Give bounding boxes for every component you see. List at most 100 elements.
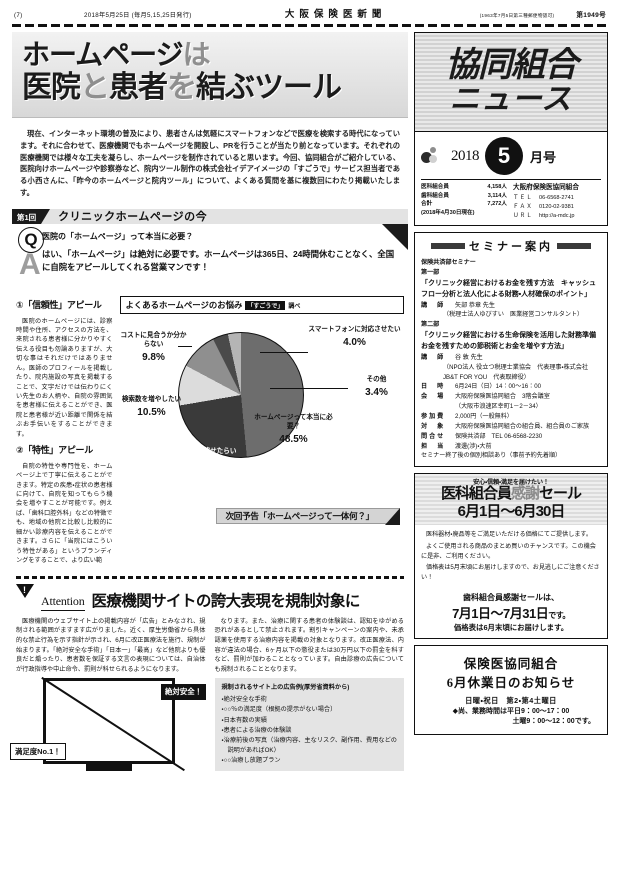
appeal1-body: 医院のホームページには、診察時間や住所、アクセスの方法を、来院される患者様に分か… — [16, 317, 113, 438]
seminar-footnote: セミナー終了後の個別相談あり（事前予約先着順） — [421, 452, 562, 460]
issue-serial-number: 第1949号 — [576, 12, 606, 19]
chart-source-tail: 調べ — [288, 303, 301, 310]
pie-label-necessary-text: ホームページって本当に必要？ — [254, 413, 333, 430]
membership-label: 歯科組合員 — [421, 192, 449, 199]
seminar-panel-header: セミナー案内 — [421, 238, 601, 254]
holiday-hours-weekday: ◆尚、業務時間は平日9：00～17：00 — [452, 707, 570, 715]
seminar-detail-row: 対 象 大阪府保険医協同組合の組合員、組合員のご家族 — [421, 422, 601, 432]
badge-satisfaction-no1: 満足度No.1！ — [10, 742, 66, 761]
sale-banner: 安心・信頼・満足を届けたい！ 医科組合員感謝セール 6月1日～6月30日 — [415, 474, 607, 525]
issue-date-row: 2018 5 月号 — [421, 137, 601, 175]
next-issue-arrow-icon — [385, 507, 400, 525]
seminar-detail-value: 2,000円（一般無料） — [455, 412, 513, 420]
sale-dental-period: 7月1日～7月31日 — [452, 605, 549, 621]
pie-label-necessary-value: 48.5% — [279, 433, 308, 445]
seminar-detail-value: （大阪市浪速区幸町1－2－34） — [455, 403, 542, 411]
fax-label: ＦＡＸ — [513, 203, 533, 210]
sale-dental-note: 価格表は6月末頃にお届けします。 — [453, 622, 569, 632]
seminar-detail-rows: 日 時 6月24日（日）14：00～16：00 会 場 大阪府保険医協同組合 3階会議… — [421, 382, 601, 451]
seminar-part2-speaker-note: （NPO法人 役立つ税理士業協会 代表理事・株式会社JB&T FOR YOU 代… — [443, 363, 588, 381]
seminar-detail-key — [421, 402, 455, 412]
regulated-ad-item: ・絶対安全な手術 — [221, 696, 267, 704]
article-lead-paragraph: 現在、インターネット環境の普及により、患者さんは気軽にスマートフォンなどで医療を… — [20, 129, 400, 198]
seminar-panel: セミナー案内 保険共済部セミナー 第一部 「クリニック経営におけるお金を残す方法… — [414, 232, 608, 468]
membership-label: 合計 — [421, 201, 433, 208]
article-headline: ホームページは 医院と患者を結ぶツール — [12, 32, 408, 118]
sale-body-1: 医科器材・廃品等をご満足いただける価格にてご提供します。 — [426, 531, 592, 538]
url-label: ＵＲＬ — [513, 212, 533, 219]
next-issue-banner: 次回予告「ホームページって一体何？」 — [216, 507, 400, 525]
holiday-org: 保険医協同組合 — [463, 656, 559, 671]
sale-title-part3: セール — [539, 485, 582, 503]
seminar-detail-value: 保険共済部 TEL 06-6568-2230 — [455, 432, 543, 440]
seminar-detail-key: 担 当 — [421, 442, 446, 450]
org-mark-icon — [421, 147, 447, 165]
regulated-ad-item: ・○○％の満足度（根拠の提示がない場合） — [221, 706, 337, 714]
chart-source-tag: 「すごうで」 — [245, 300, 286, 310]
headline-line2-part4: を — [167, 71, 197, 104]
seminar-part2-title: 「クリニック経営における生命保険を活用した財務準備 お金を残すための節税術とお金… — [421, 332, 603, 351]
pie-label-search: 検索数を増やしたい 10.5% — [116, 396, 186, 419]
regulated-ad-item: ・患者による治療の体験談 — [221, 726, 292, 734]
holiday-hours-saturday: 土曜9：00～12：00です。 — [512, 717, 595, 725]
answer-mark-icon: A — [19, 247, 41, 281]
next-issue-label: 次回予告「ホームページって一体何？」 — [225, 510, 374, 521]
headline-line2-part3: 患者 — [109, 71, 168, 104]
attention-text-2: なります。また、治療に関する患者の体験談は、認知をゆがめる恐れがあるとして禁止さ… — [214, 617, 405, 673]
membership-row: 歯科組合員 3,114人 — [421, 192, 507, 201]
seminar-detail-row: （大阪市浪速区幸町1－2－34） — [421, 402, 601, 412]
attention-col-2: なります。また、治療に関する患者の体験談は、認知をゆがめる恐れがあるとして禁止さ… — [214, 617, 405, 771]
section-episode-tag: 第1回 — [12, 208, 42, 224]
pie-leader-line-3 — [178, 345, 193, 347]
pie-label-other-text: その他 — [366, 375, 387, 383]
regulated-ad-item: ・○○治療し放題プラン — [221, 756, 281, 764]
seminar-header-bar-left — [431, 243, 465, 250]
seminar-part1-speaker-label: 講 師 — [421, 301, 446, 309]
sale-title-part2: 感謝 — [510, 485, 540, 503]
sale-title-part1: 医科組合員 — [440, 485, 512, 503]
appeal2-body: 自院の特性や専門性を、ホームページ上で丁寧に伝えることができます。特定の疾患・症… — [16, 462, 113, 564]
seminar-detail-value: 6月24日（日）14：00～16：00 — [455, 383, 542, 391]
seminar-panel-title: セミナー案内 — [469, 241, 553, 254]
pie-label-cost-text: コストに見合うか分からない — [120, 331, 187, 348]
issue-year: 2018 — [451, 147, 480, 164]
headline-line2-part2: と — [80, 71, 110, 104]
sale-announcement-box: 安心・信頼・満足を届けたい！ 医科組合員感謝セール 6月1日～6月30日 医科器… — [414, 473, 608, 639]
sale-footer: 歯科組合員感謝セールは、 7月1日～7月31日です。 価格表は6月末頃にお届けし… — [415, 590, 607, 638]
issue-month-word: 月号 — [530, 149, 557, 165]
seminar-detail-key: 会 場 — [421, 393, 446, 401]
holiday-title: 6月休業日のお知らせ — [446, 675, 576, 690]
issue-info-box: 2018 5 月号 医科組合員 4,158人 歯科組合員 3,114人 合計 7,272人… — [414, 132, 608, 227]
regulated-ad-list-heading: 規制されるサイト上の広告例(厚労省資料から) — [221, 684, 350, 692]
kyodo-kumiai-news-logo: 協同組合 ニュース — [414, 32, 608, 132]
sale-body: 医科器材・廃品等をご満足いただける価格にてご提供します。 よくご使用される商品の… — [415, 525, 607, 590]
pie-label-smartphone-value: 4.0% — [343, 336, 366, 348]
seminar-part1-label: 第一部 — [421, 269, 440, 277]
question-mark-icon: Q — [18, 226, 44, 253]
attention-text-1: 医療機関のウェブサイト上の掲載内容が「広告」とみなされ、規制される範囲がますます… — [16, 617, 206, 673]
url-value[interactable]: http://a-mdc.jp — [539, 212, 575, 219]
holiday-days: 日曜・祝日 第2・第4土曜日 — [465, 695, 557, 705]
membership-value: 3,114人 — [487, 192, 507, 199]
seminar-detail-row: 担 当 渡邊(渉)・大前 — [421, 442, 601, 452]
seminar-part2-label: 第二部 — [421, 321, 440, 329]
sale-body-2: よくご使用される商品のまとめ買いのチャンスです。この機会に是非、ご利用ください。 — [421, 542, 596, 560]
seminar-content: 保険共済部セミナー 第一部 「クリニック経営におけるお金を残す方法 キャッシュフ… — [421, 258, 603, 461]
membership-counts: 医科組合員 4,158人 歯科組合員 3,114人 合計 7,272人 (2018年4月30… — [421, 183, 507, 220]
qa-answer: はい、「ホームページ」は絶対に必要です。ホームページは365日、24時間休むこと… — [42, 248, 395, 272]
regulated-ad-list: 規制されるサイト上の広告例(厚労省資料から) ・絶対安全な手術・○○％の満足度（… — [214, 678, 404, 771]
pie-label-smartphone: スマートフォンに対応させたい 4.0% — [306, 326, 402, 349]
pie-label-whatpost-value: 23.8% — [176, 467, 205, 479]
headline-line1-part1: ホームページ — [22, 39, 184, 70]
pie-label-smartphone-text: スマートフォンに対応させたい — [308, 325, 401, 333]
corner-accent-triangle — [382, 223, 408, 250]
headline-line2-part5: 結ぶツール — [196, 71, 342, 104]
logo-line-2: ニュース — [449, 83, 573, 116]
article-body-wrap: ①「信頼性」アピール 医院のホームページには、診察時間や住所、アクセスの方法を、… — [12, 290, 408, 570]
seminar-detail-row: 会 場 大阪府保険医協同組合 3階会議室 — [421, 392, 601, 402]
header-divider — [12, 24, 608, 27]
issue-stats-grid: 医科組合員 4,158人 歯科組合員 3,114人 合計 7,272人 (2018年4月30… — [421, 179, 601, 220]
seminar-detail-row: 問合せ 保険共済部 TEL 06-6568-2230 — [421, 432, 601, 442]
pie-label-cost-value: 9.8% — [142, 351, 165, 363]
